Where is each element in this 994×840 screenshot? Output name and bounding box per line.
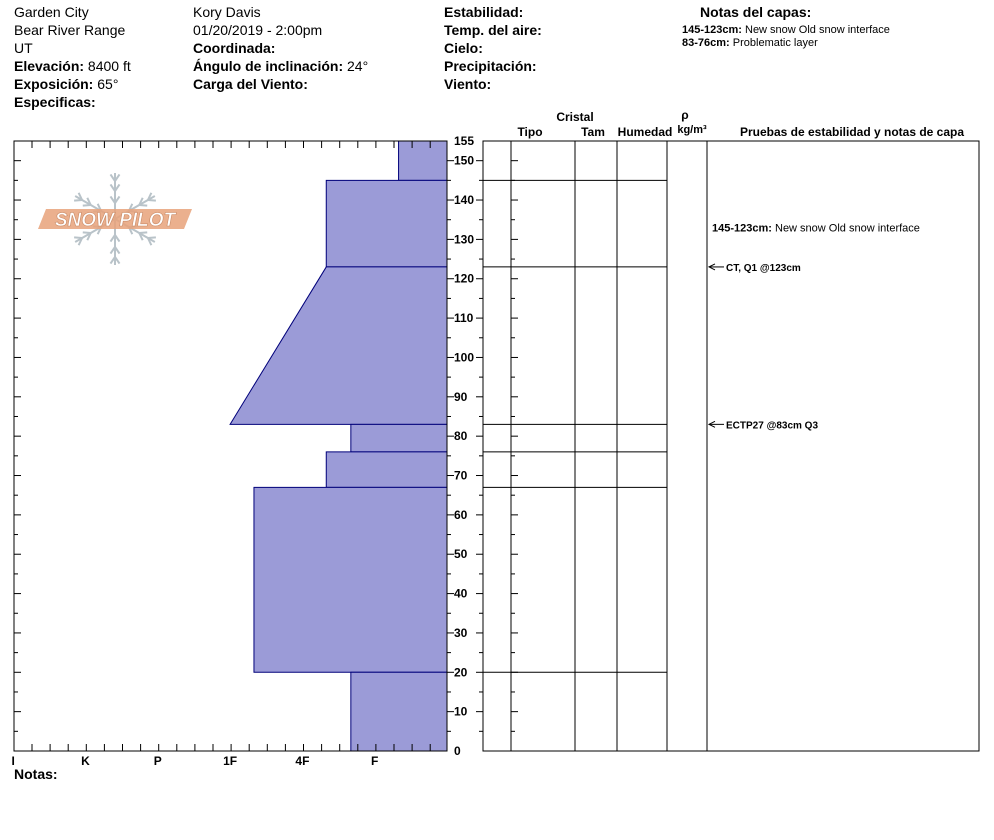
col-crystal: Cristal: [556, 110, 593, 124]
depth-tick-130: 130: [454, 232, 474, 246]
hardness-layer-3: [350, 423, 448, 453]
test-label-0: CT, Q1 @123cm: [726, 263, 801, 274]
elevation: Elevación: 8400 ft: [14, 58, 131, 74]
hardness-tick-F: F: [371, 754, 378, 768]
col-rho: ρ: [681, 108, 688, 122]
depth-tick-40: 40: [454, 587, 468, 601]
depth-tick-70: 70: [454, 469, 468, 483]
hardness-frame: [13, 140, 448, 752]
col-type: Tipo: [517, 125, 542, 139]
table-frame: [482, 140, 980, 752]
layer-note-1: 145-123cm: New snow Old snow interface: [682, 24, 890, 36]
hardness-layer-0: [398, 140, 448, 181]
col-density-unit: kg/m³: [677, 124, 707, 136]
test-label-1: ECTP27 @83cm Q3: [726, 420, 818, 431]
hardness-layer-2: [229, 266, 448, 425]
depth-tick-80: 80: [454, 429, 468, 443]
depth-tick-100: 100: [454, 350, 474, 364]
hardness-layer-6: [350, 671, 448, 752]
air-temp: Temp. del aire:: [444, 22, 542, 38]
range: Bear River Range: [14, 22, 126, 38]
location: Garden City: [14, 4, 89, 20]
hardness-layer-1: [325, 179, 448, 268]
layer-table: Cristal Tipo Tam Humedad ρ kg/m³ Pruebas…: [447, 108, 980, 752]
hardness-profile: I K P 1F 4F F 0 10 20 30 40 50 60 70 80 90 100 110 120 130 1…: [12, 134, 475, 768]
logo-banner: [38, 209, 192, 229]
col-tests: Pruebas de estabilidad y notas de capa: [740, 125, 964, 139]
state: UT: [14, 40, 33, 56]
datetime: 01/20/2019 - 2:00pm: [193, 22, 323, 38]
notes: Notas:: [14, 766, 58, 782]
layer-note-2: 83-76cm: Problematic layer: [682, 37, 818, 49]
hardness-tick-I: I: [12, 754, 15, 768]
hardness-tick-1F: 1F: [223, 754, 237, 768]
hardness-tick-P: P: [154, 754, 162, 768]
depth-tick-30: 30: [454, 626, 468, 640]
depth-tick-0: 0: [454, 744, 461, 758]
sky: Cielo:: [444, 40, 483, 56]
depth-tick-90: 90: [454, 390, 468, 404]
slope-angle: Ángulo de inclinación: 24°: [193, 58, 369, 74]
depth-tick-120: 120: [454, 272, 474, 286]
depth-tick-10: 10: [454, 705, 468, 719]
depth-tick-155: 155: [454, 134, 474, 148]
depth-tick-50: 50: [454, 547, 468, 561]
wind-load: Carga del Viento:: [193, 76, 308, 92]
depth-tick-110: 110: [454, 311, 474, 325]
stability: Estabilidad:: [444, 4, 524, 20]
precipitation: Precipitación:: [444, 58, 537, 74]
layer-notes-title: Notas del capas:: [700, 4, 812, 20]
depth-tick-20: 20: [454, 665, 468, 679]
col-moisture: Humedad: [618, 125, 673, 139]
snow-pilot-logo: SNOW PILOT: [38, 173, 192, 265]
aspect: Exposición: 65°: [14, 76, 119, 92]
depth-tick-150: 150: [454, 154, 474, 168]
depth-tick-140: 140: [454, 193, 474, 207]
hardness-tick-K: K: [81, 754, 90, 768]
observer: Kory Davis: [193, 4, 261, 20]
hardness-tick-4F: 4F: [295, 754, 309, 768]
specifics: Especificas:: [14, 94, 96, 110]
logo-text: SNOW PILOT: [55, 210, 177, 231]
wind: Viento:: [444, 76, 492, 92]
layer-comment-0: 145-123cm: New snow Old snow interface: [712, 223, 920, 235]
depth-tick-60: 60: [454, 508, 468, 522]
coordinates: Coordinada:: [193, 40, 276, 56]
col-size: Tam: [581, 125, 605, 139]
hardness-layer-4: [325, 451, 448, 488]
hardness-layer-5: [253, 486, 448, 673]
